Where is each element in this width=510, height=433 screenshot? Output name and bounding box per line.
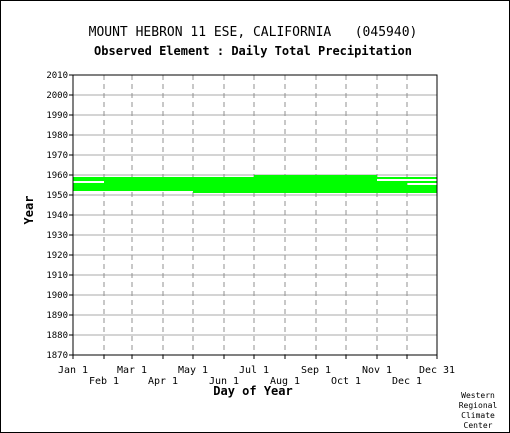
y-tick-label: 1960 bbox=[46, 171, 68, 181]
precip-data-bar bbox=[73, 179, 377, 181]
y-tick-label: 1920 bbox=[46, 251, 68, 261]
y-tick-label: 1980 bbox=[46, 131, 68, 141]
x-tick-label: May 1 bbox=[178, 365, 208, 376]
credit-line: Western bbox=[461, 391, 495, 400]
y-tick-label: 1970 bbox=[46, 151, 68, 161]
y-tick-label: 1990 bbox=[46, 111, 68, 121]
y-axis-label: Year bbox=[22, 196, 36, 225]
y-tick-label: 2010 bbox=[46, 71, 68, 81]
chart-subtitle: Observed Element : Daily Total Precipita… bbox=[94, 44, 412, 58]
x-tick-label: Dec 1 bbox=[392, 376, 422, 387]
x-tick-label: Jun 1 bbox=[209, 376, 239, 387]
x-tick-label: Feb 1 bbox=[89, 376, 119, 387]
y-tick-label: 1890 bbox=[46, 311, 68, 321]
credit-line: Climate bbox=[461, 411, 495, 420]
x-tick-label: Nov 1 bbox=[362, 365, 392, 376]
x-tick-label: Oct 1 bbox=[331, 376, 361, 387]
x-tick-label: Mar 1 bbox=[117, 365, 147, 376]
y-tick-label: 1880 bbox=[46, 331, 68, 341]
precip-data-bar bbox=[73, 189, 437, 191]
x-tick-label: Jul 1 bbox=[239, 365, 269, 376]
precip-data-bar bbox=[254, 175, 377, 177]
x-tick-label: Sep 1 bbox=[301, 365, 331, 376]
precip-data-bar bbox=[193, 191, 437, 193]
x-tick-label: Apr 1 bbox=[148, 376, 178, 387]
precip-data-bar bbox=[73, 185, 437, 187]
plot-area: 1870 1880 1890 1900 1910 1920 1930 1940 1950 1960… bbox=[46, 71, 455, 387]
precip-data-bar bbox=[73, 183, 407, 185]
y-tick-label: 1940 bbox=[46, 211, 68, 221]
precip-data-bar bbox=[104, 181, 437, 183]
chart-title: MOUNT HEBRON 11 ESE, CALIFORNIA (045940) bbox=[89, 25, 418, 40]
x-tick-label: Aug 1 bbox=[270, 376, 300, 387]
y-tick-label: 1870 bbox=[46, 351, 68, 361]
precip-data-bar bbox=[73, 187, 437, 189]
y-tick-label: 2000 bbox=[46, 91, 68, 101]
y-tick-label: 1950 bbox=[46, 191, 68, 201]
y-tick-label: 1930 bbox=[46, 231, 68, 241]
x-tick-label: Dec 31 bbox=[419, 365, 455, 376]
y-tick-label: 1900 bbox=[46, 291, 68, 301]
x-axis-label: Day of Year bbox=[213, 384, 292, 398]
x-tick-label: Jan 1 bbox=[58, 365, 88, 376]
precip-data-bar bbox=[73, 177, 437, 179]
credit-text: Western Regional Climate Center bbox=[459, 391, 498, 430]
credit-line: Regional bbox=[459, 401, 498, 410]
plot-frame bbox=[72, 74, 438, 356]
y-tick-label: 1910 bbox=[46, 271, 68, 281]
credit-line: Center bbox=[464, 421, 493, 430]
